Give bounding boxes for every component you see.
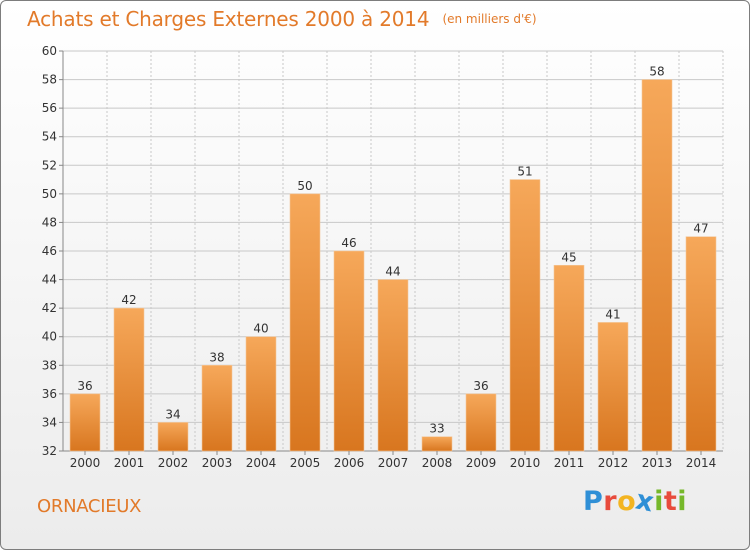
x-tick-label: 2003 — [202, 456, 233, 470]
chart-title-row: Achats et Charges Externes 2000 à 2014 (… — [27, 7, 537, 31]
chart-unit: (en milliers d'€) — [442, 12, 537, 26]
bar — [509, 179, 541, 452]
x-tick-label: 2005 — [290, 456, 321, 470]
x-tick-label: 2001 — [114, 456, 145, 470]
bar-value-label: 47 — [693, 222, 708, 236]
logo-letter: P — [583, 486, 604, 517]
bar-value-label: 41 — [605, 307, 620, 321]
y-tick-label: 40 — [42, 330, 57, 344]
bar-value-label: 44 — [385, 265, 400, 279]
x-tick-label: 2010 — [510, 456, 541, 470]
y-tick-label: 48 — [42, 215, 57, 229]
y-tick-label: 58 — [42, 73, 57, 87]
bar-value-label: 36 — [77, 379, 92, 393]
x-tick-label: 2014 — [686, 456, 717, 470]
bar — [597, 322, 629, 452]
bar-value-label: 38 — [209, 350, 224, 364]
bar — [465, 393, 497, 452]
bar-value-label: 40 — [253, 322, 268, 336]
chart-title: Achats et Charges Externes 2000 à 2014 — [27, 7, 430, 31]
bar — [553, 264, 585, 452]
x-tick-label: 2008 — [422, 456, 453, 470]
bar-value-label: 34 — [165, 407, 180, 421]
bar-value-label: 51 — [517, 165, 532, 179]
x-tick-label: 2007 — [378, 456, 409, 470]
bar — [113, 307, 145, 452]
x-tick-label: 2012 — [598, 456, 629, 470]
bar — [245, 336, 277, 452]
y-tick-label: 36 — [42, 387, 57, 401]
logo-letter: i — [654, 486, 664, 517]
y-tick-label: 32 — [42, 444, 57, 458]
bar-value-label: 58 — [649, 65, 664, 79]
y-tick-label: 54 — [42, 130, 57, 144]
y-tick-label: 52 — [42, 158, 57, 172]
bar-value-label: 42 — [121, 293, 136, 307]
x-tick-label: 2000 — [70, 456, 101, 470]
x-tick-label: 2013 — [642, 456, 673, 470]
logo-letter: i — [677, 486, 688, 517]
x-tick-label: 2011 — [554, 456, 585, 470]
bar-value-label: 36 — [473, 379, 488, 393]
y-tick-label: 46 — [42, 244, 57, 258]
y-tick-label: 42 — [42, 301, 57, 315]
bar — [641, 79, 673, 452]
y-tick-label: 50 — [42, 187, 57, 201]
bar-value-label: 33 — [429, 422, 444, 436]
y-tick-label: 56 — [42, 101, 57, 115]
proxiti-logo: Proxiti — [583, 484, 688, 518]
x-tick-label: 2004 — [246, 456, 277, 470]
y-tick-label: 60 — [42, 44, 57, 58]
bar-value-label: 46 — [341, 236, 356, 250]
bar — [201, 364, 233, 452]
x-tick-label: 2002 — [158, 456, 189, 470]
x-tick-label: 2009 — [466, 456, 497, 470]
y-tick-label: 38 — [42, 358, 57, 372]
logo-letter: o — [617, 486, 637, 517]
bar — [157, 422, 189, 452]
x-tick-label: 2006 — [334, 456, 365, 470]
y-tick-label: 44 — [42, 273, 57, 287]
bar — [69, 393, 101, 452]
bar — [377, 279, 409, 452]
bar-value-label: 45 — [561, 250, 576, 264]
bar — [685, 236, 717, 452]
logo-letter: r — [603, 486, 618, 517]
y-tick-label: 34 — [42, 415, 57, 429]
bar — [421, 436, 453, 452]
logo-letter: t — [663, 486, 678, 517]
bar — [333, 250, 365, 452]
commune-name: ORNACIEUX — [37, 496, 142, 517]
bar — [289, 193, 321, 452]
bar-value-label: 50 — [297, 179, 312, 193]
